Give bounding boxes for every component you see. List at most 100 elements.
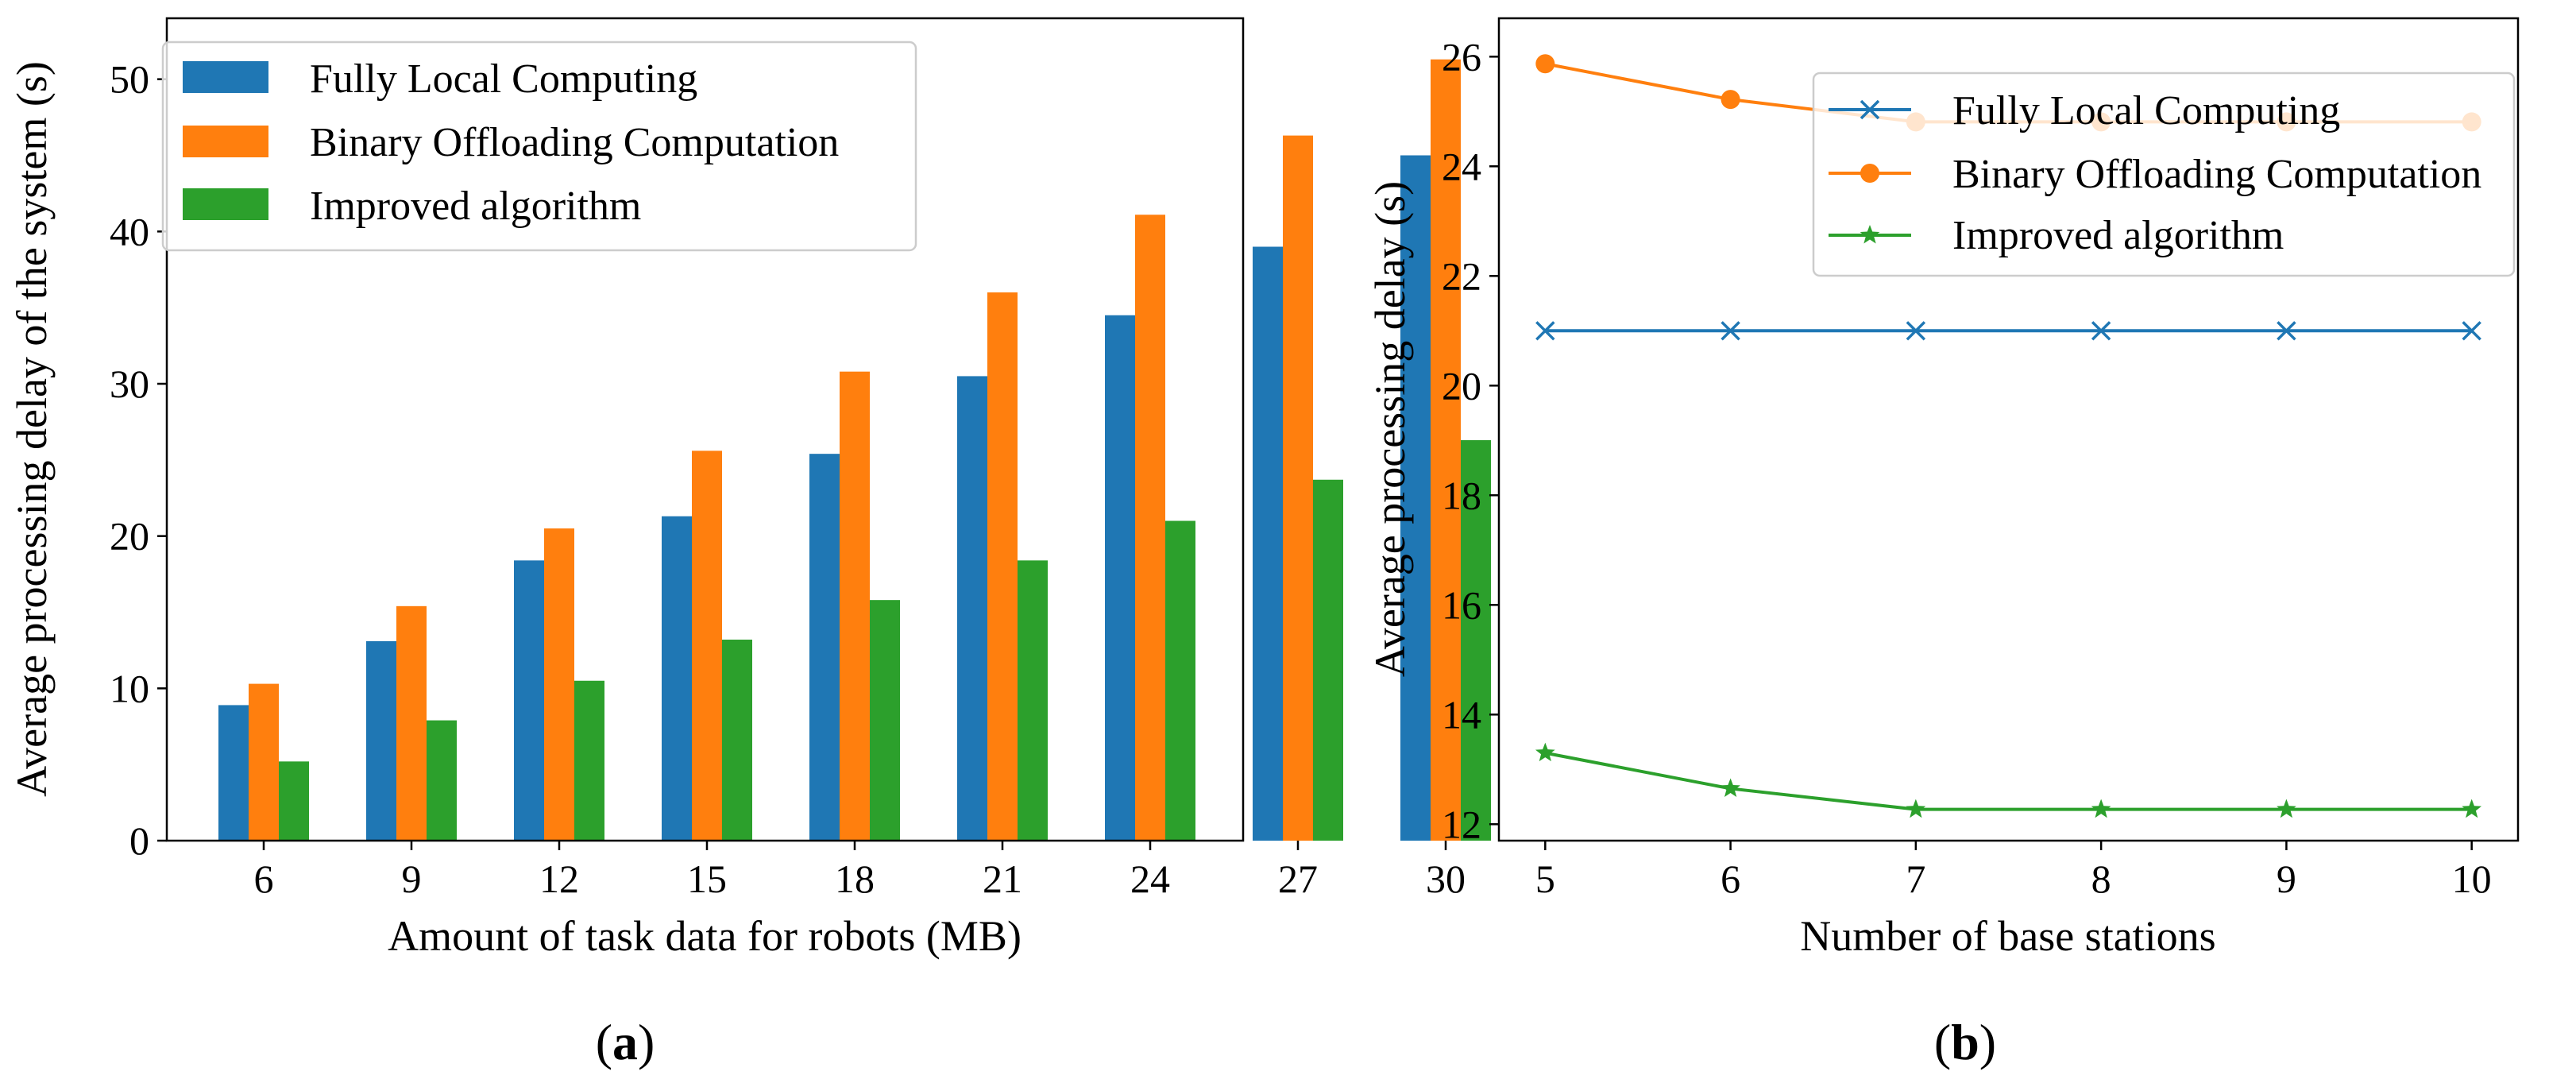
chart-a-frame <box>165 17 1245 842</box>
y-tick-label-b: 16 <box>1442 582 1481 627</box>
chart-b-frame <box>1497 17 2520 842</box>
bar-improved-algorithm-21 <box>1018 560 1048 841</box>
chart-a: 0 10 20 30 40 50 6 9 12 15 18 21 24 27 30 Amount of t… <box>8 17 1491 1070</box>
x-tick-label-b: 8 <box>2091 857 2111 901</box>
y-tick-label-a: 0 <box>129 818 149 863</box>
point-fully-local-computing-9 <box>2277 321 2296 341</box>
bar-fully-local-computing-9 <box>366 640 396 841</box>
bar-improved-algorithm-9 <box>427 720 457 841</box>
bar-fully-local-computing-18 <box>809 454 840 841</box>
legend-a-swatch-improved <box>183 188 268 220</box>
chart-a-caption: (a) <box>596 1014 655 1070</box>
point-fully-local-computing-5 <box>1535 321 1555 341</box>
x-tick-label-a: 27 <box>1278 857 1318 901</box>
y-tick-label-b: 22 <box>1442 253 1481 298</box>
chart-b: 12 14 16 18 20 22 24 26 5 6 7 8 9 10 Number of base … <box>1366 17 2520 1070</box>
bar-fully-local-computing-15 <box>662 516 692 841</box>
bar-binary-offloading-computation-30 <box>1431 59 1461 841</box>
bar-binary-offloading-computation-12 <box>544 528 574 841</box>
chart-a-y-axis-label: Average processing delay of the system (… <box>8 61 56 797</box>
legend-b-marker-fully-local-computing <box>1860 99 1880 120</box>
bar-binary-offloading-computation-15 <box>692 451 722 841</box>
bar-fully-local-computing-27 <box>1253 246 1283 841</box>
bar-improved-algorithm-30 <box>1461 439 1491 841</box>
x-tick-label-b: 10 <box>2452 857 2492 901</box>
chart-a-legend-box <box>161 41 917 252</box>
legend-a-swatch-fully-local <box>183 61 268 93</box>
bar-binary-offloading-computation-6 <box>249 683 279 841</box>
y-tick-label-b: 18 <box>1442 473 1481 517</box>
legend-a-label-binary-offloading: Binary Offloading Computation <box>310 120 839 165</box>
chart-b-y-axis-label: Average processing delay (s) <box>1366 181 1414 677</box>
legend-b-marker-binary-offloading-computation <box>1860 164 1879 183</box>
chart-b-x-ticks: 5 6 7 8 9 10 <box>1535 841 2492 901</box>
y-tick-label-b: 14 <box>1442 692 1481 737</box>
chart-b-x-axis-label: Number of base stations <box>1800 912 2215 960</box>
point-fully-local-computing-6 <box>1721 321 1740 341</box>
bar-binary-offloading-computation-27 <box>1283 135 1313 841</box>
legend-a-label-fully-local: Fully Local Computing <box>310 56 697 102</box>
x-tick-label-a: 18 <box>835 857 875 901</box>
point-improved-algorithm-5 <box>1535 742 1555 762</box>
x-tick-label-a: 6 <box>254 857 274 901</box>
bar-binary-offloading-computation-9 <box>396 605 427 841</box>
x-tick-label-b: 7 <box>1906 857 1925 901</box>
legend-a-label-improved: Improved algorithm <box>310 184 641 229</box>
y-tick-label-a: 30 <box>110 362 149 406</box>
y-tick-label-a: 10 <box>110 666 149 710</box>
legend-b-label-binary-offloading: Binary Offloading Computation <box>1952 152 2481 197</box>
chart-b-caption: (b) <box>1934 1014 1996 1070</box>
legend-b-marker-improved-algorithm <box>1860 225 1880 244</box>
y-tick-label-a: 20 <box>110 514 149 559</box>
bar-improved-algorithm-12 <box>574 680 604 841</box>
x-tick-label-a: 24 <box>1130 857 1170 901</box>
x-tick-label-a: 15 <box>687 857 727 901</box>
point-fully-local-computing-10 <box>2462 321 2481 341</box>
chart-b-y-ticks: 12 14 16 18 20 22 24 26 <box>1442 34 1499 846</box>
chart-a-x-axis-label: Amount of task data for robots (MB) <box>388 912 1022 960</box>
y-tick-label-a: 50 <box>110 57 149 102</box>
legend-b-label-improved: Improved algorithm <box>1952 213 2284 258</box>
point-improved-algorithm-7 <box>1906 799 1926 818</box>
chart-a-x-ticks: 6 9 12 15 18 21 24 27 30 <box>254 841 1466 901</box>
point-fully-local-computing-7 <box>1906 321 1926 341</box>
point-binary-offloading-computation-5 <box>1535 54 1555 74</box>
point-improved-algorithm-6 <box>1721 778 1740 797</box>
bar-fully-local-computing-30 <box>1400 155 1431 841</box>
bar-improved-algorithm-15 <box>722 640 752 841</box>
x-tick-label-a: 30 <box>1426 857 1466 901</box>
chart-a-legend: Fully Local Computing Binary Offloading … <box>161 41 917 252</box>
chart-a-bars <box>218 59 1491 841</box>
bar-fully-local-computing-6 <box>218 705 249 841</box>
x-tick-label-a: 12 <box>539 857 579 901</box>
y-tick-label-b: 20 <box>1442 363 1481 408</box>
legend-b-label-fully-local: Fully Local Computing <box>1952 88 2340 133</box>
bar-improved-algorithm-24 <box>1165 520 1195 841</box>
bar-fully-local-computing-24 <box>1105 315 1135 841</box>
y-tick-label-b: 12 <box>1442 802 1481 846</box>
point-binary-offloading-computation-6 <box>1721 90 1740 110</box>
bar-binary-offloading-computation-18 <box>840 371 870 841</box>
point-improved-algorithm-10 <box>2462 799 2482 818</box>
line-improved-algorithm <box>1544 751 2472 811</box>
point-fully-local-computing-8 <box>2091 321 2111 341</box>
x-tick-label-b: 5 <box>1535 857 1555 901</box>
point-improved-algorithm-9 <box>2277 799 2296 818</box>
chart-a-y-ticks: 0 10 20 30 40 50 <box>110 57 167 863</box>
x-tick-label-b: 6 <box>1721 857 1740 901</box>
y-tick-label-b: 26 <box>1442 34 1481 79</box>
bar-binary-offloading-computation-21 <box>987 292 1018 841</box>
bar-fully-local-computing-12 <box>514 560 544 841</box>
point-improved-algorithm-8 <box>2091 799 2111 818</box>
chart-b-legend-markers <box>1829 99 1911 244</box>
chart-b-legend-box <box>1812 72 2516 277</box>
x-tick-label-a: 21 <box>983 857 1022 901</box>
bar-improved-algorithm-6 <box>279 761 309 841</box>
y-tick-label-b: 24 <box>1442 144 1481 188</box>
chart-b-legend: Fully Local Computing Binary Offloading … <box>1812 72 2516 277</box>
y-tick-label-a: 40 <box>110 209 149 253</box>
bar-fully-local-computing-21 <box>957 376 987 841</box>
x-tick-label-b: 9 <box>2277 857 2296 901</box>
bar-binary-offloading-computation-24 <box>1135 215 1165 841</box>
